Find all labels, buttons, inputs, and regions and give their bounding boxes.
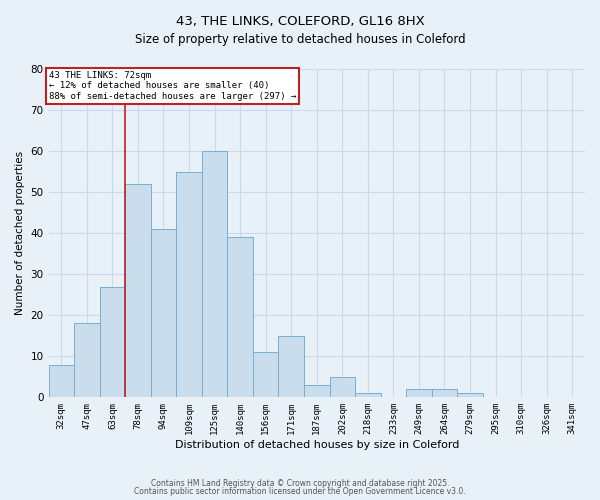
Bar <box>432 389 457 398</box>
Bar <box>253 352 278 398</box>
X-axis label: Distribution of detached houses by size in Coleford: Distribution of detached houses by size … <box>175 440 459 450</box>
Bar <box>74 324 100 398</box>
Bar <box>49 364 74 398</box>
Text: Contains public sector information licensed under the Open Government Licence v3: Contains public sector information licen… <box>134 487 466 496</box>
Bar <box>329 377 355 398</box>
Bar <box>457 393 483 398</box>
Bar <box>176 172 202 398</box>
Bar <box>125 184 151 398</box>
Text: Size of property relative to detached houses in Coleford: Size of property relative to detached ho… <box>134 32 466 46</box>
Bar <box>100 286 125 398</box>
Text: 43 THE LINKS: 72sqm
← 12% of detached houses are smaller (40)
88% of semi-detach: 43 THE LINKS: 72sqm ← 12% of detached ho… <box>49 71 296 101</box>
Bar <box>406 389 432 398</box>
Text: Contains HM Land Registry data © Crown copyright and database right 2025.: Contains HM Land Registry data © Crown c… <box>151 478 449 488</box>
Bar <box>355 393 380 398</box>
Bar <box>304 385 329 398</box>
Bar <box>227 238 253 398</box>
Bar <box>278 336 304 398</box>
Text: 43, THE LINKS, COLEFORD, GL16 8HX: 43, THE LINKS, COLEFORD, GL16 8HX <box>176 15 424 28</box>
Bar <box>151 229 176 398</box>
Y-axis label: Number of detached properties: Number of detached properties <box>15 151 25 315</box>
Bar <box>202 151 227 398</box>
